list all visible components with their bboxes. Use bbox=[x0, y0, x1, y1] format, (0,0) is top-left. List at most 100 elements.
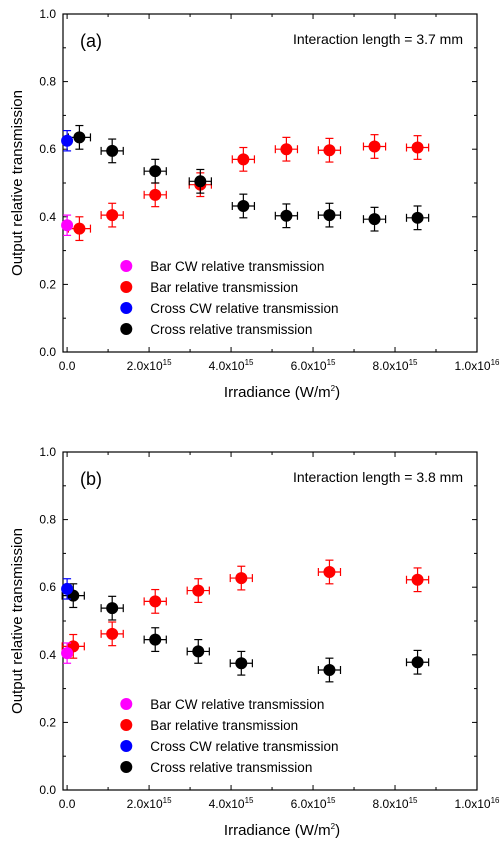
panel-label: (a) bbox=[80, 31, 102, 51]
y-tick-label: 0.4 bbox=[39, 648, 56, 662]
data-marker bbox=[237, 153, 250, 166]
legend-label: Bar CW relative transmission bbox=[150, 259, 324, 274]
y-axis-title: Output relative transmission bbox=[9, 528, 26, 714]
data-point bbox=[67, 216, 92, 242]
data-marker bbox=[73, 131, 86, 144]
data-marker bbox=[106, 602, 119, 615]
data-point bbox=[405, 135, 430, 160]
data-point bbox=[229, 565, 253, 591]
data-point bbox=[405, 205, 430, 231]
data-marker bbox=[323, 144, 336, 157]
data-marker bbox=[368, 140, 381, 153]
x-tick-label: 1.0x1016 bbox=[455, 358, 500, 373]
data-marker bbox=[106, 209, 119, 222]
x-tick-exponent: 15 bbox=[409, 358, 418, 367]
chart-panel-a: 0.00.20.40.60.81.00.0 2.0x1015 4.0x1015 6.0… bbox=[9, 7, 500, 401]
data-marker bbox=[411, 141, 424, 154]
data-point bbox=[100, 202, 124, 228]
data-point bbox=[362, 206, 387, 232]
x-tick-exponent: 16 bbox=[491, 796, 500, 805]
x-tick-label: 0.0 bbox=[59, 797, 76, 811]
x-tick-label: 2.0x1015 bbox=[127, 796, 172, 811]
y-tick-label: 0.6 bbox=[39, 580, 56, 594]
data-marker bbox=[61, 582, 74, 595]
x-tick-exponent: 15 bbox=[245, 358, 254, 367]
data-marker bbox=[323, 664, 336, 677]
data-point bbox=[100, 621, 124, 647]
data-marker bbox=[192, 584, 205, 597]
data-marker bbox=[61, 647, 74, 660]
data-marker bbox=[192, 645, 205, 658]
data-point bbox=[143, 158, 167, 184]
y-tick-label: 0.6 bbox=[39, 142, 56, 156]
y-tick-label: 0.0 bbox=[39, 783, 56, 797]
data-marker bbox=[149, 188, 162, 201]
x-tick-mantissa: 2.0x10 bbox=[127, 797, 163, 811]
chart-panel-b: 0.00.20.40.60.81.00.0 2.0x1015 4.0x1015 6.0… bbox=[9, 445, 500, 839]
x-tick-exponent: 15 bbox=[327, 796, 336, 805]
legend-marker bbox=[120, 698, 133, 710]
x-tick-mantissa: 0.0 bbox=[59, 359, 76, 373]
data-marker bbox=[61, 219, 74, 232]
legend-label: Cross CW relative transmission bbox=[150, 301, 338, 316]
x-tick-label: 6.0x1015 bbox=[291, 358, 336, 373]
x-tick-mantissa: 0.0 bbox=[59, 797, 76, 811]
x-tick-mantissa: 6.0x10 bbox=[291, 797, 327, 811]
data-marker bbox=[235, 657, 248, 670]
x-axis-title-end: ) bbox=[335, 384, 340, 401]
x-axis-title: Irradiance (W/m2) bbox=[224, 822, 340, 839]
data-point bbox=[186, 638, 210, 664]
x-tick-mantissa: 2.0x10 bbox=[127, 359, 163, 373]
data-marker bbox=[323, 209, 336, 222]
data-point bbox=[188, 168, 212, 194]
data-marker bbox=[280, 143, 293, 156]
x-tick-exponent: 15 bbox=[245, 796, 254, 805]
data-marker bbox=[149, 595, 162, 608]
x-tick-exponent: 15 bbox=[163, 358, 172, 367]
annotation-text: Interaction length = 3.7 mm bbox=[293, 31, 463, 47]
data-marker bbox=[61, 134, 74, 147]
x-tick-label: 0.0 bbox=[59, 359, 76, 373]
data-marker bbox=[411, 656, 424, 669]
y-tick-label: 0.4 bbox=[39, 210, 56, 224]
x-tick-mantissa: 8.0x10 bbox=[373, 797, 409, 811]
data-point bbox=[317, 202, 342, 228]
legend-marker bbox=[120, 740, 133, 752]
data-point bbox=[100, 595, 124, 621]
data-point bbox=[274, 203, 299, 229]
data-marker bbox=[106, 627, 119, 640]
y-tick-label: 0.8 bbox=[39, 513, 56, 527]
legend-label: Cross CW relative transmission bbox=[150, 739, 338, 754]
data-point bbox=[317, 559, 342, 585]
legend-label: Bar relative transmission bbox=[150, 280, 298, 295]
legend-label: Cross relative transmission bbox=[150, 760, 312, 775]
y-tick-label: 1.0 bbox=[39, 7, 56, 21]
data-point bbox=[317, 657, 342, 683]
data-point bbox=[231, 146, 256, 172]
legend-marker bbox=[120, 260, 133, 272]
x-axis-title-main: Irradiance (W/m bbox=[224, 384, 331, 401]
legend-marker bbox=[120, 323, 133, 335]
data-marker bbox=[411, 211, 424, 224]
x-tick-mantissa: 6.0x10 bbox=[291, 359, 327, 373]
legend-marker bbox=[120, 761, 133, 773]
x-axis-title-main: Irradiance (W/m bbox=[224, 822, 331, 839]
data-point bbox=[405, 567, 430, 593]
data-marker bbox=[149, 633, 162, 646]
data-marker bbox=[194, 175, 207, 188]
data-marker bbox=[237, 199, 250, 212]
panel-label: (b) bbox=[80, 469, 102, 489]
y-tick-label: 0.2 bbox=[39, 277, 56, 291]
data-point bbox=[61, 214, 74, 236]
x-tick-exponent: 15 bbox=[163, 796, 172, 805]
legend-label: Bar relative transmission bbox=[150, 718, 298, 733]
data-marker bbox=[235, 572, 248, 585]
x-axis-title-sup: 2 bbox=[331, 822, 336, 831]
data-point bbox=[317, 137, 342, 163]
data-point bbox=[143, 588, 167, 614]
x-tick-label: 2.0x1015 bbox=[127, 358, 172, 373]
legend-label: Cross relative transmission bbox=[150, 322, 312, 337]
x-tick-label: 4.0x1015 bbox=[209, 358, 254, 373]
legend-label: Bar CW relative transmission bbox=[150, 697, 324, 712]
